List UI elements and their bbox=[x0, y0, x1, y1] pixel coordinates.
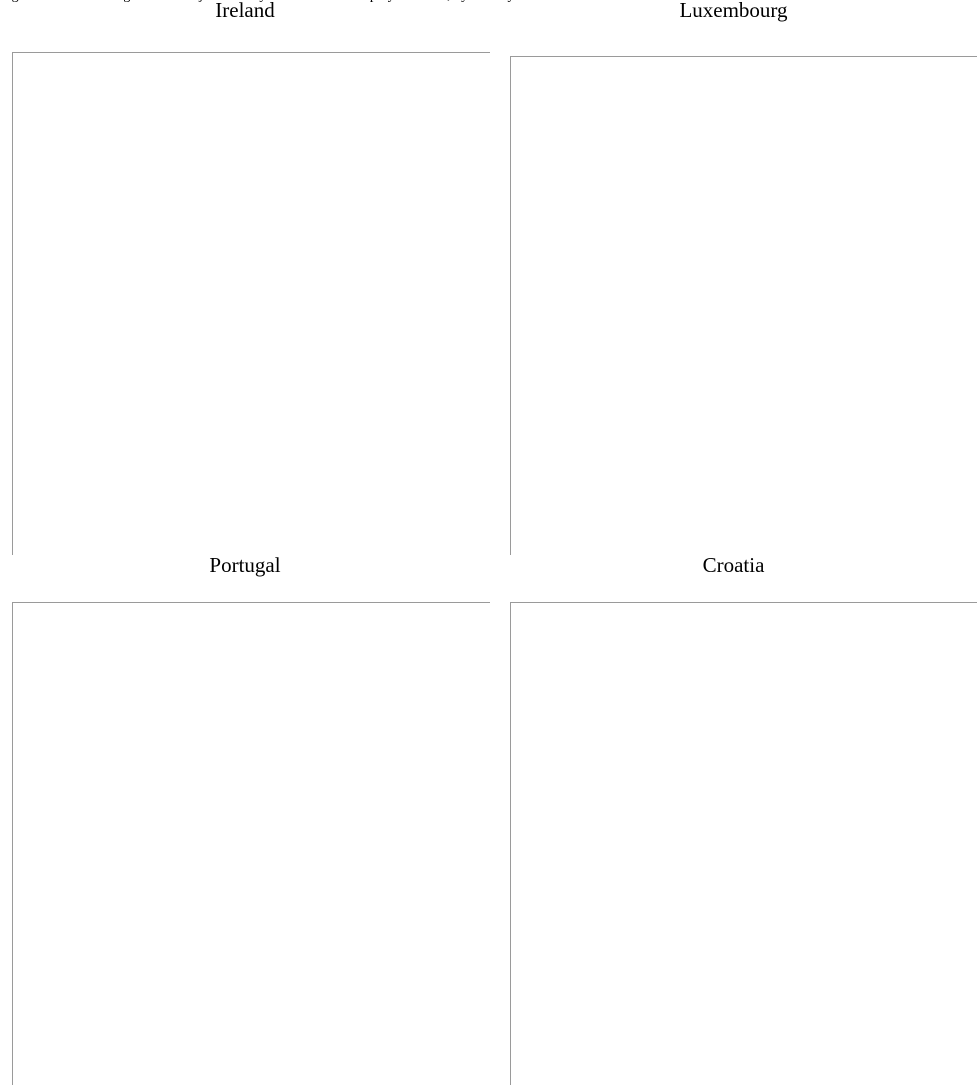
plot-frame bbox=[510, 602, 977, 1085]
chart-title: Ireland bbox=[215, 0, 275, 22]
chart-panel-croatia: Croatia 15202530Job vacancy rate by NACE… bbox=[490, 555, 977, 1085]
chart-panel-luxembourg: Luxembourg 6,577,588,59Job vacancy rate … bbox=[490, 0, 977, 555]
chart-title: Croatia bbox=[702, 555, 765, 577]
chart-title: Luxembourg bbox=[679, 0, 788, 22]
chart-panel-portugal: Portugal 1921232527Job vacancy rate by N… bbox=[0, 555, 490, 1085]
chart-title: Portugal bbox=[209, 555, 281, 577]
plot-frame bbox=[12, 52, 490, 555]
plot-frame bbox=[12, 602, 490, 1085]
plot-frame bbox=[510, 56, 977, 555]
figure-caption: Figure 9. The Beveridge curve: the job v… bbox=[0, 0, 977, 8]
chart-panel-ireland: Ireland 8,599,510Job vacancy rate by NAC… bbox=[0, 0, 490, 555]
